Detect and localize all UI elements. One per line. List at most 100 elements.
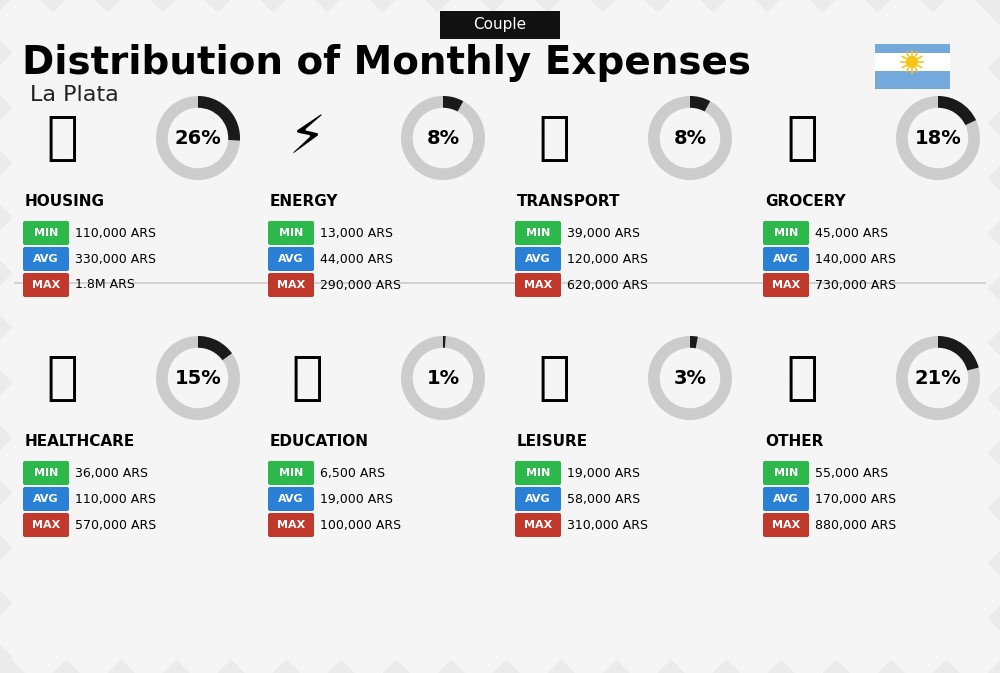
Text: 1.8M ARS: 1.8M ARS: [75, 279, 135, 291]
Wedge shape: [938, 336, 979, 370]
Text: 8%: 8%: [673, 129, 707, 147]
Wedge shape: [648, 336, 732, 420]
Text: ENERGY: ENERGY: [270, 194, 338, 209]
Text: 🛍: 🛍: [538, 352, 570, 404]
Text: AVG: AVG: [278, 254, 304, 264]
Circle shape: [906, 57, 918, 67]
Text: 110,000 ARS: 110,000 ARS: [75, 227, 156, 240]
Text: 21%: 21%: [915, 369, 961, 388]
Text: 58,000 ARS: 58,000 ARS: [567, 493, 640, 505]
Text: La Plata: La Plata: [30, 85, 119, 105]
FancyBboxPatch shape: [23, 221, 69, 245]
Text: AVG: AVG: [525, 494, 551, 504]
Text: AVG: AVG: [278, 494, 304, 504]
Wedge shape: [896, 96, 980, 180]
Text: 290,000 ARS: 290,000 ARS: [320, 279, 401, 291]
Text: 🎓: 🎓: [291, 352, 323, 404]
Text: MAX: MAX: [772, 280, 800, 290]
Wedge shape: [443, 96, 463, 112]
Text: 55,000 ARS: 55,000 ARS: [815, 466, 888, 479]
Text: 👜: 👜: [786, 352, 818, 404]
Text: MIN: MIN: [279, 468, 303, 478]
FancyBboxPatch shape: [268, 221, 314, 245]
Text: Distribution of Monthly Expenses: Distribution of Monthly Expenses: [22, 44, 751, 82]
Text: MAX: MAX: [524, 520, 552, 530]
FancyBboxPatch shape: [515, 487, 561, 511]
FancyBboxPatch shape: [268, 247, 314, 271]
Text: MAX: MAX: [277, 280, 305, 290]
Text: AVG: AVG: [33, 494, 59, 504]
Text: 3%: 3%: [674, 369, 706, 388]
Text: TRANSPORT: TRANSPORT: [517, 194, 620, 209]
Text: MIN: MIN: [526, 468, 550, 478]
Text: MIN: MIN: [34, 468, 58, 478]
Text: 8%: 8%: [426, 129, 460, 147]
Text: Couple: Couple: [473, 17, 527, 32]
Wedge shape: [198, 96, 240, 141]
FancyBboxPatch shape: [515, 461, 561, 485]
Text: MAX: MAX: [772, 520, 800, 530]
Text: 18%: 18%: [915, 129, 961, 147]
Text: 🚌: 🚌: [538, 112, 570, 164]
Text: MIN: MIN: [774, 468, 798, 478]
Text: MAX: MAX: [524, 280, 552, 290]
Text: 880,000 ARS: 880,000 ARS: [815, 518, 896, 532]
FancyBboxPatch shape: [874, 53, 950, 71]
Text: 💚: 💚: [46, 352, 78, 404]
Text: GROCERY: GROCERY: [765, 194, 846, 209]
FancyBboxPatch shape: [515, 221, 561, 245]
Text: 19,000 ARS: 19,000 ARS: [567, 466, 640, 479]
Text: 110,000 ARS: 110,000 ARS: [75, 493, 156, 505]
FancyBboxPatch shape: [268, 513, 314, 537]
Text: 310,000 ARS: 310,000 ARS: [567, 518, 648, 532]
FancyBboxPatch shape: [23, 461, 69, 485]
Wedge shape: [401, 96, 485, 180]
FancyBboxPatch shape: [268, 273, 314, 297]
Text: 🏗: 🏗: [46, 112, 78, 164]
FancyBboxPatch shape: [763, 273, 809, 297]
Wedge shape: [443, 336, 446, 348]
Text: 🛒: 🛒: [786, 112, 818, 164]
Text: MIN: MIN: [34, 228, 58, 238]
Wedge shape: [198, 336, 232, 360]
FancyBboxPatch shape: [440, 11, 560, 39]
Wedge shape: [938, 96, 976, 125]
Text: 170,000 ARS: 170,000 ARS: [815, 493, 896, 505]
FancyBboxPatch shape: [268, 487, 314, 511]
Text: AVG: AVG: [525, 254, 551, 264]
FancyBboxPatch shape: [763, 487, 809, 511]
Text: 45,000 ARS: 45,000 ARS: [815, 227, 888, 240]
Wedge shape: [156, 336, 240, 420]
Text: AVG: AVG: [773, 254, 799, 264]
FancyBboxPatch shape: [23, 247, 69, 271]
Text: 120,000 ARS: 120,000 ARS: [567, 252, 648, 266]
FancyBboxPatch shape: [268, 461, 314, 485]
FancyBboxPatch shape: [763, 247, 809, 271]
Text: 19,000 ARS: 19,000 ARS: [320, 493, 393, 505]
Text: MIN: MIN: [526, 228, 550, 238]
Text: 330,000 ARS: 330,000 ARS: [75, 252, 156, 266]
FancyBboxPatch shape: [874, 44, 950, 62]
Text: 100,000 ARS: 100,000 ARS: [320, 518, 401, 532]
Wedge shape: [156, 96, 240, 180]
Text: MAX: MAX: [32, 280, 60, 290]
Text: 39,000 ARS: 39,000 ARS: [567, 227, 640, 240]
Text: 730,000 ARS: 730,000 ARS: [815, 279, 896, 291]
Text: EDUCATION: EDUCATION: [270, 433, 369, 448]
Text: AVG: AVG: [33, 254, 59, 264]
FancyBboxPatch shape: [515, 513, 561, 537]
Text: 36,000 ARS: 36,000 ARS: [75, 466, 148, 479]
Text: 140,000 ARS: 140,000 ARS: [815, 252, 896, 266]
Text: OTHER: OTHER: [765, 433, 823, 448]
Text: 620,000 ARS: 620,000 ARS: [567, 279, 648, 291]
Text: 6,500 ARS: 6,500 ARS: [320, 466, 385, 479]
Wedge shape: [690, 336, 698, 349]
Wedge shape: [690, 96, 710, 112]
Text: 1%: 1%: [426, 369, 460, 388]
Wedge shape: [896, 336, 980, 420]
FancyBboxPatch shape: [23, 487, 69, 511]
FancyBboxPatch shape: [763, 461, 809, 485]
Text: HOUSING: HOUSING: [25, 194, 105, 209]
Text: LEISURE: LEISURE: [517, 433, 588, 448]
FancyBboxPatch shape: [515, 247, 561, 271]
